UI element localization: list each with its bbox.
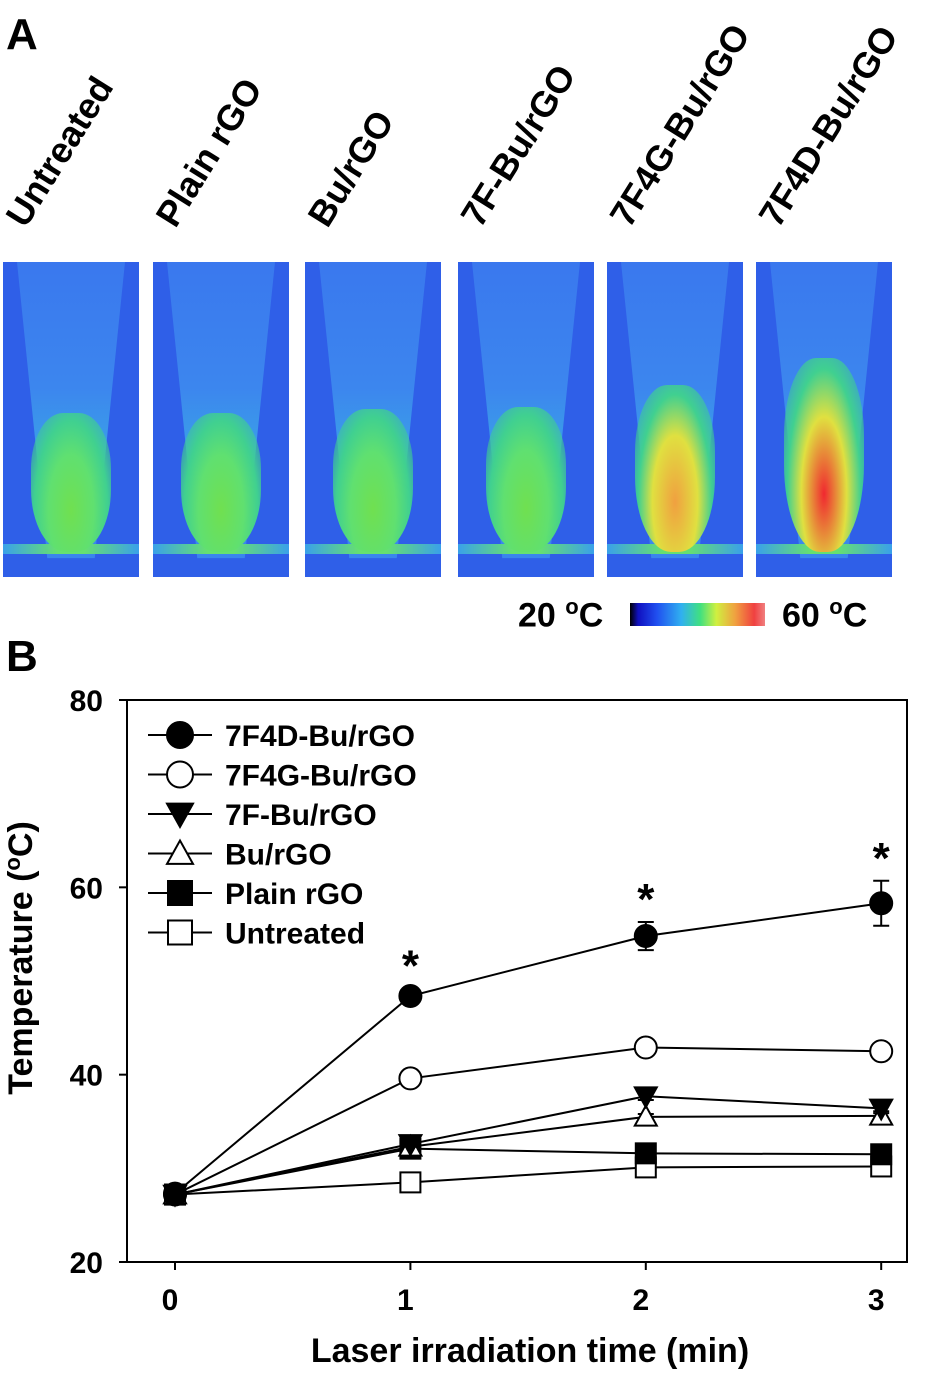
thermal-image [607,262,743,577]
series-line [174,1147,882,1196]
data-point [633,1103,659,1127]
significance-mark: * [637,875,655,924]
data-point [398,983,423,1008]
series-line [174,1095,882,1196]
thermal-image [458,262,594,577]
thermal-image [153,262,289,577]
thermal-image [756,262,892,577]
scale-unit-sup: o [829,594,843,619]
x-tick-label: 2 [632,1284,649,1317]
image-label: Bu/rGO [299,103,402,234]
data-point [397,1133,424,1157]
legend-marker [165,838,195,865]
x-tick-label: 3 [868,1284,885,1317]
x-tick-label: 1 [397,1284,414,1317]
data-point [869,1039,894,1064]
data-point [162,1184,188,1208]
thermal-image [305,262,441,577]
data-point [164,1183,186,1206]
thermal-image [3,262,139,577]
scale-min-label: 20 oC [518,594,603,635]
image-label: 7F-Bu/rGO [452,57,584,234]
data-point [163,1182,187,1207]
scale-unit: C [578,596,604,635]
image-label: 7F4G-Bu/rGO [601,16,759,234]
legend-label: Plain rGO [225,878,363,911]
panel-a-letter: A [6,10,38,59]
data-point [868,1102,894,1126]
scale-min-value: 20 [518,596,556,635]
image-label: Untreated [0,69,122,234]
data-point [164,1183,186,1206]
legend-label: 7F4G-Bu/rGO [225,760,417,793]
legend-marker [166,760,194,789]
legend-label: 7F4D-Bu/rGO [225,720,415,753]
data-point [868,1098,894,1122]
y-tick-label: 40 [70,1060,103,1093]
scale-max-label: 60 oC [782,594,867,635]
data-point [634,1142,657,1165]
x-tick-label: 0 [162,1284,179,1317]
x-axis-label: Laser irradiation time (min) [311,1332,749,1370]
data-point [633,1035,658,1060]
temperature-colorbar [630,603,765,626]
data-point [634,1156,657,1179]
data-point [162,1181,188,1205]
legend-label: Bu/rGO [225,839,332,872]
legend-label: Untreated [225,918,365,951]
data-point [633,1086,659,1110]
scale-unit: C [842,596,868,635]
panel-b-letter: B [6,632,38,681]
series-line [174,1165,882,1196]
data-point [870,1155,893,1178]
scale-unit-sup: o [565,594,579,619]
y-tick-label: 60 [70,872,103,905]
image-label: 7F4D-Bu/rGO [750,18,906,234]
data-point [869,891,894,916]
series-line [174,1114,882,1196]
data-point [399,1137,422,1160]
legend-marker [166,721,194,749]
legend-marker [167,880,193,906]
series-line [174,1046,882,1196]
image-label: Plain rGO [147,70,271,234]
data-point [163,1181,187,1206]
series-line [174,902,882,1195]
data-point [870,1143,893,1166]
legend-marker [165,802,195,830]
data-point [633,924,658,949]
data-point [399,1171,422,1194]
significance-mark: * [873,834,891,883]
data-point [397,1134,424,1158]
y-axis-label: Temperature (oC) [0,821,40,1095]
legend-label: 7F-Bu/rGO [225,799,377,832]
data-point [398,1066,423,1091]
scale-max-value: 60 [782,596,820,635]
significance-mark: * [402,941,420,990]
y-tick-label: 80 [70,685,103,718]
y-tick-label: 20 [70,1247,103,1280]
legend-marker [167,919,193,946]
plot-frame [126,699,908,1263]
